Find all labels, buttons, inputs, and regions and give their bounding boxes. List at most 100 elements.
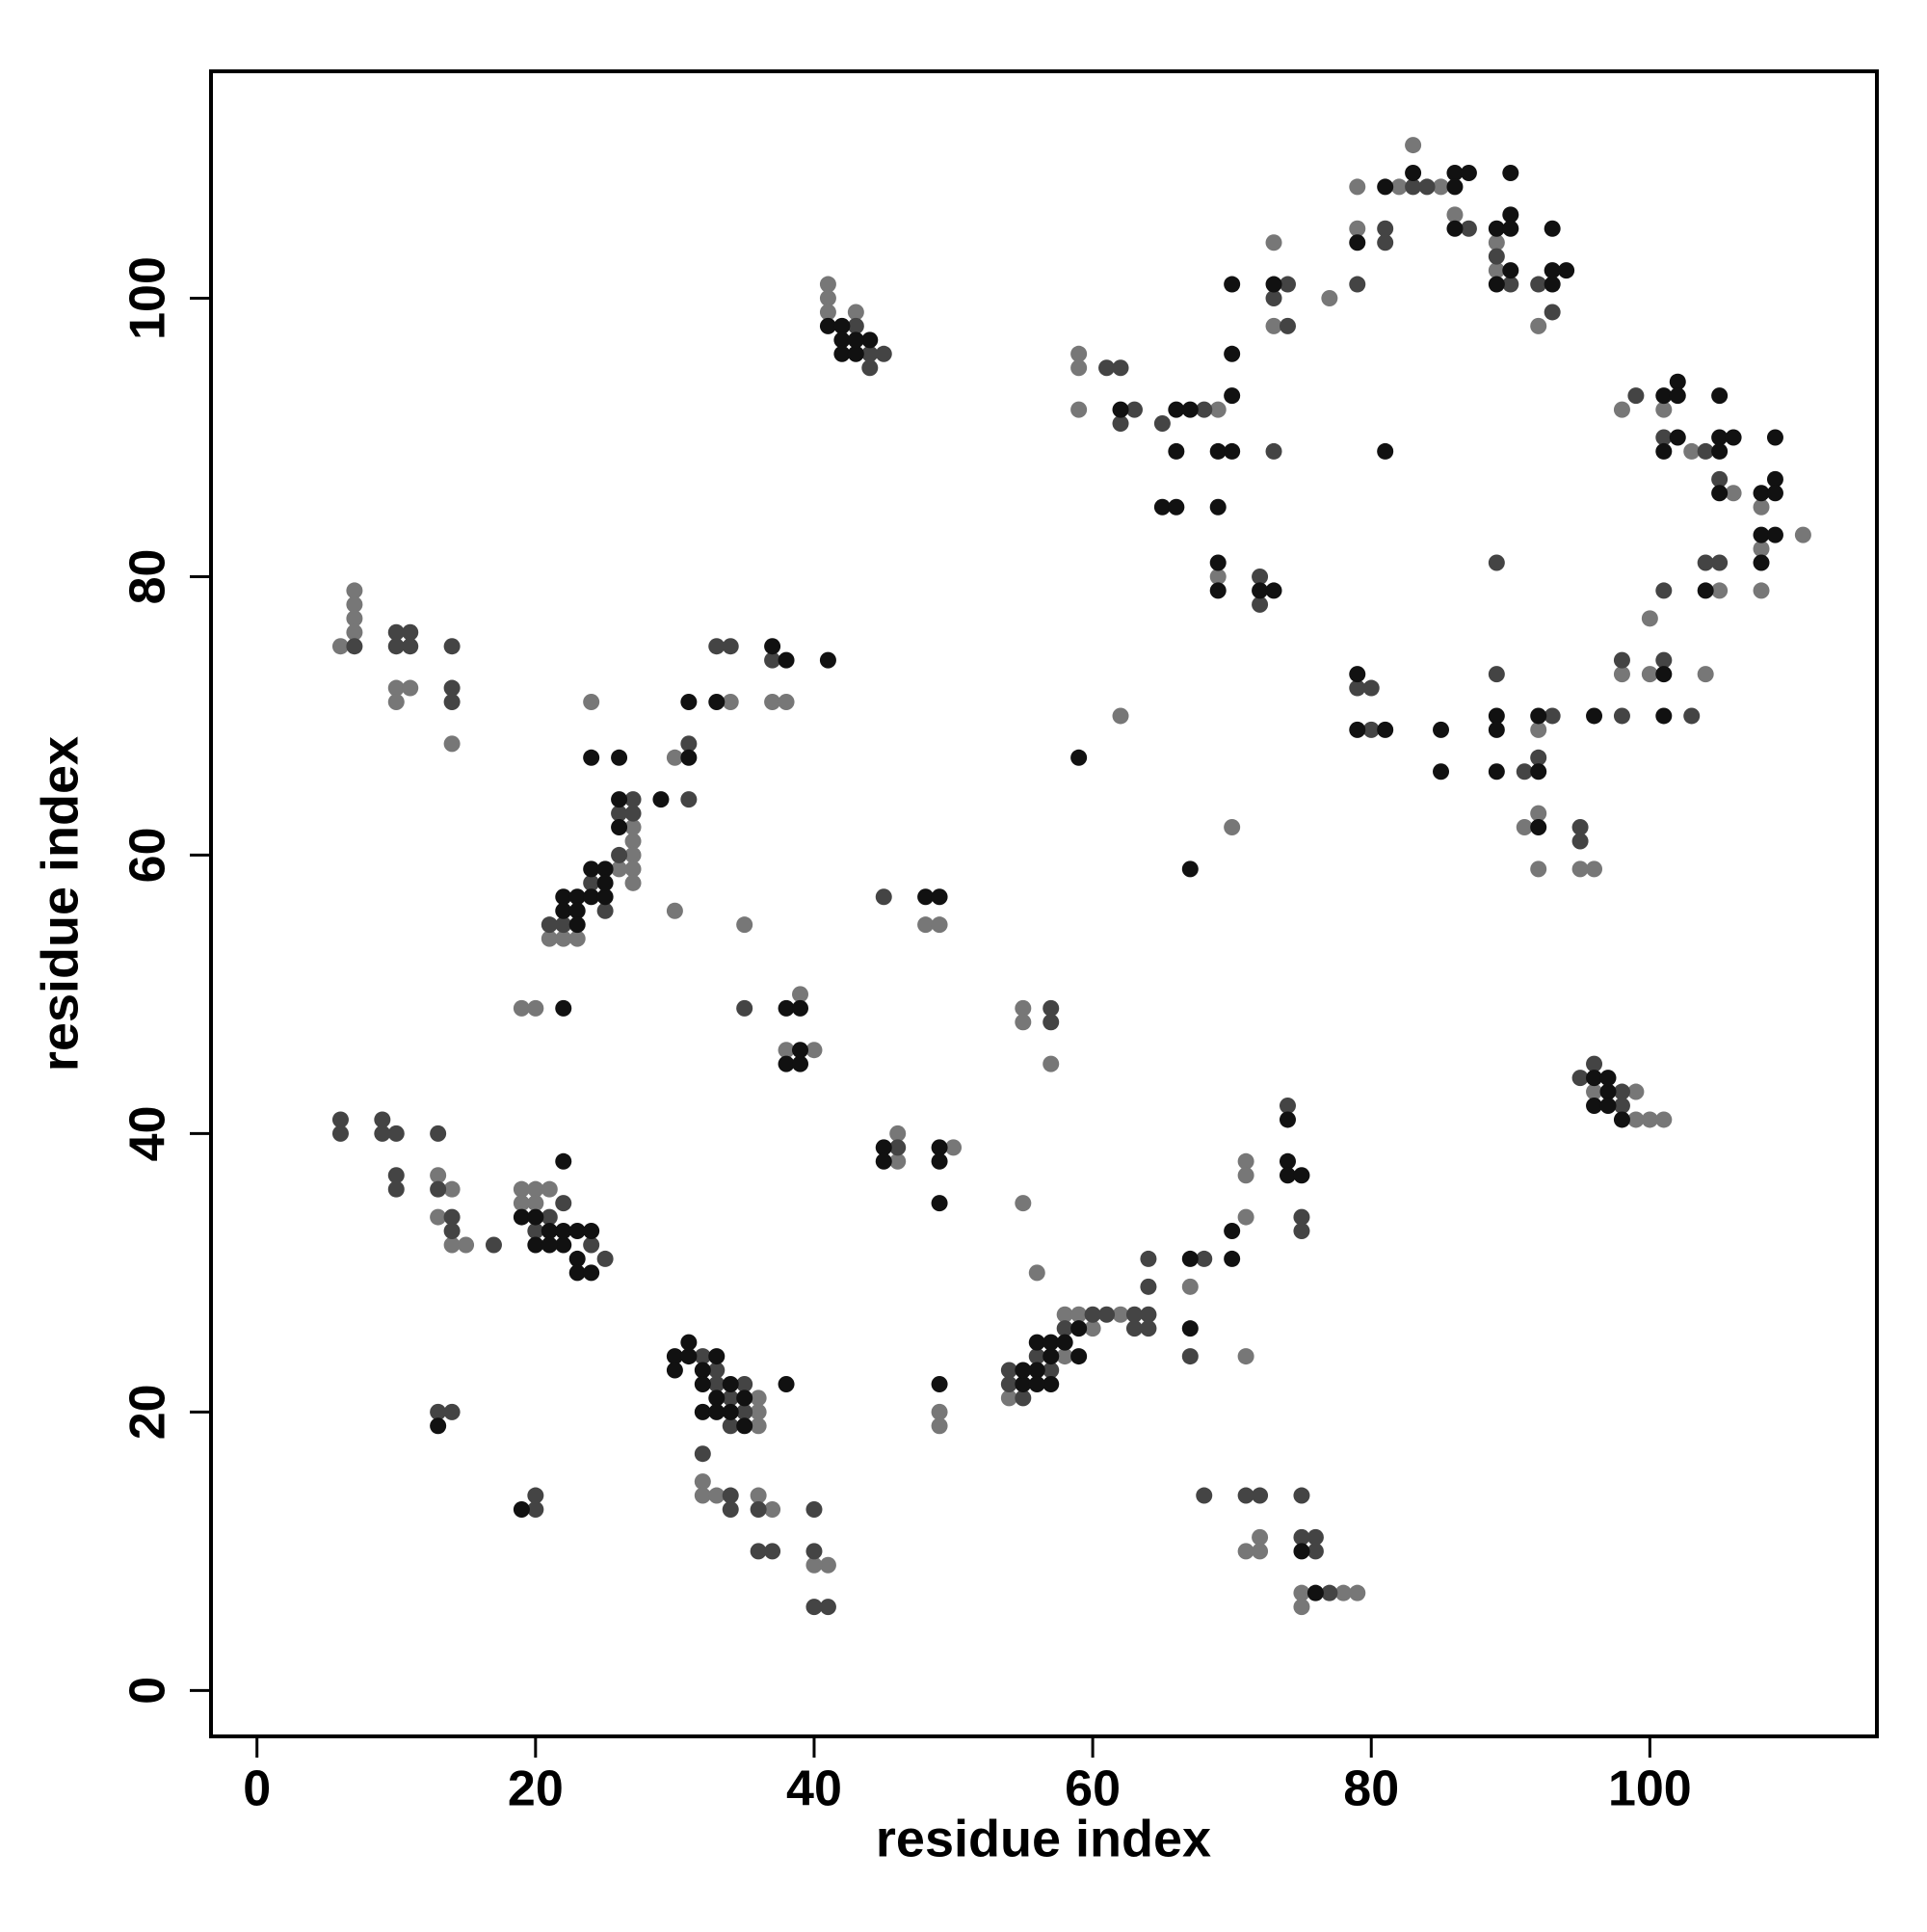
point (1349, 220, 1366, 237)
point (931, 1403, 948, 1420)
point (1613, 1097, 1630, 1114)
point (764, 1543, 781, 1560)
point (583, 694, 600, 711)
point (331, 638, 349, 655)
point (708, 638, 726, 655)
point (1530, 860, 1547, 878)
point (1711, 470, 1729, 488)
point (1293, 1528, 1310, 1546)
point (1599, 1083, 1617, 1100)
point (346, 610, 363, 627)
point (1655, 582, 1673, 599)
point (1181, 1320, 1199, 1337)
point (889, 1152, 907, 1170)
point (889, 1125, 907, 1142)
point (1502, 262, 1519, 279)
point (750, 1417, 767, 1435)
point (1070, 749, 1088, 766)
point (1725, 485, 1742, 502)
point (861, 331, 879, 349)
point (750, 1403, 767, 1420)
y-tick-label: 40 (120, 1105, 176, 1161)
point (1697, 582, 1714, 599)
point (1349, 1584, 1366, 1601)
points (331, 137, 1811, 1616)
point (430, 1125, 447, 1142)
point (1056, 1334, 1073, 1351)
point (764, 651, 781, 669)
point (443, 638, 461, 655)
point (1028, 1334, 1045, 1351)
point (387, 638, 405, 655)
point (1265, 442, 1282, 460)
point (1599, 1097, 1617, 1114)
point (764, 1500, 781, 1518)
point (527, 1487, 544, 1504)
point (1028, 1348, 1045, 1365)
point (1697, 554, 1714, 571)
point (931, 888, 948, 906)
point (805, 1543, 823, 1560)
point (1571, 819, 1589, 836)
point (1377, 178, 1394, 196)
point (805, 1500, 823, 1518)
point (1377, 220, 1394, 237)
point (596, 902, 614, 919)
point (1655, 401, 1673, 418)
point (1015, 1195, 1032, 1212)
point (583, 1236, 600, 1254)
point (1015, 1375, 1032, 1392)
point (1307, 1584, 1324, 1601)
point (1181, 860, 1199, 878)
point (1599, 1070, 1617, 1087)
point (485, 1236, 502, 1254)
point (1502, 220, 1519, 237)
point (1433, 178, 1450, 196)
point (1362, 721, 1380, 738)
point (1224, 345, 1241, 362)
point (1279, 276, 1296, 293)
point (430, 1417, 447, 1435)
point (1377, 442, 1394, 460)
point (1070, 401, 1088, 418)
point (694, 1375, 711, 1392)
point (1488, 763, 1505, 781)
plot-frame (209, 69, 1879, 1738)
point (1015, 1362, 1032, 1379)
point (443, 679, 461, 697)
point (1655, 666, 1673, 683)
point (931, 1152, 948, 1170)
point (1530, 749, 1547, 766)
point (792, 999, 809, 1017)
point (1168, 498, 1185, 516)
point (513, 1208, 530, 1226)
point (1613, 651, 1630, 669)
point (1181, 1348, 1199, 1365)
point (1196, 1487, 1213, 1504)
point (708, 1389, 726, 1407)
point (819, 276, 836, 293)
point (1252, 595, 1269, 613)
point (1349, 276, 1366, 293)
point (1349, 721, 1366, 738)
point (1460, 220, 1477, 237)
point (331, 1125, 349, 1142)
point (596, 1250, 614, 1267)
point (1209, 568, 1227, 585)
point (1125, 401, 1143, 418)
point (1753, 554, 1770, 571)
point (875, 888, 892, 906)
point (1070, 1306, 1088, 1323)
point (1293, 1487, 1310, 1504)
point (1753, 526, 1770, 543)
point (708, 1375, 726, 1392)
x-tick-label: 80 (1343, 1761, 1399, 1817)
y-axis-label: residue index (31, 736, 89, 1072)
point (1209, 582, 1227, 599)
point (722, 1417, 739, 1435)
point (778, 1055, 795, 1072)
point (1252, 582, 1269, 599)
point (805, 1556, 823, 1574)
point (1641, 610, 1658, 627)
point (1362, 679, 1380, 697)
